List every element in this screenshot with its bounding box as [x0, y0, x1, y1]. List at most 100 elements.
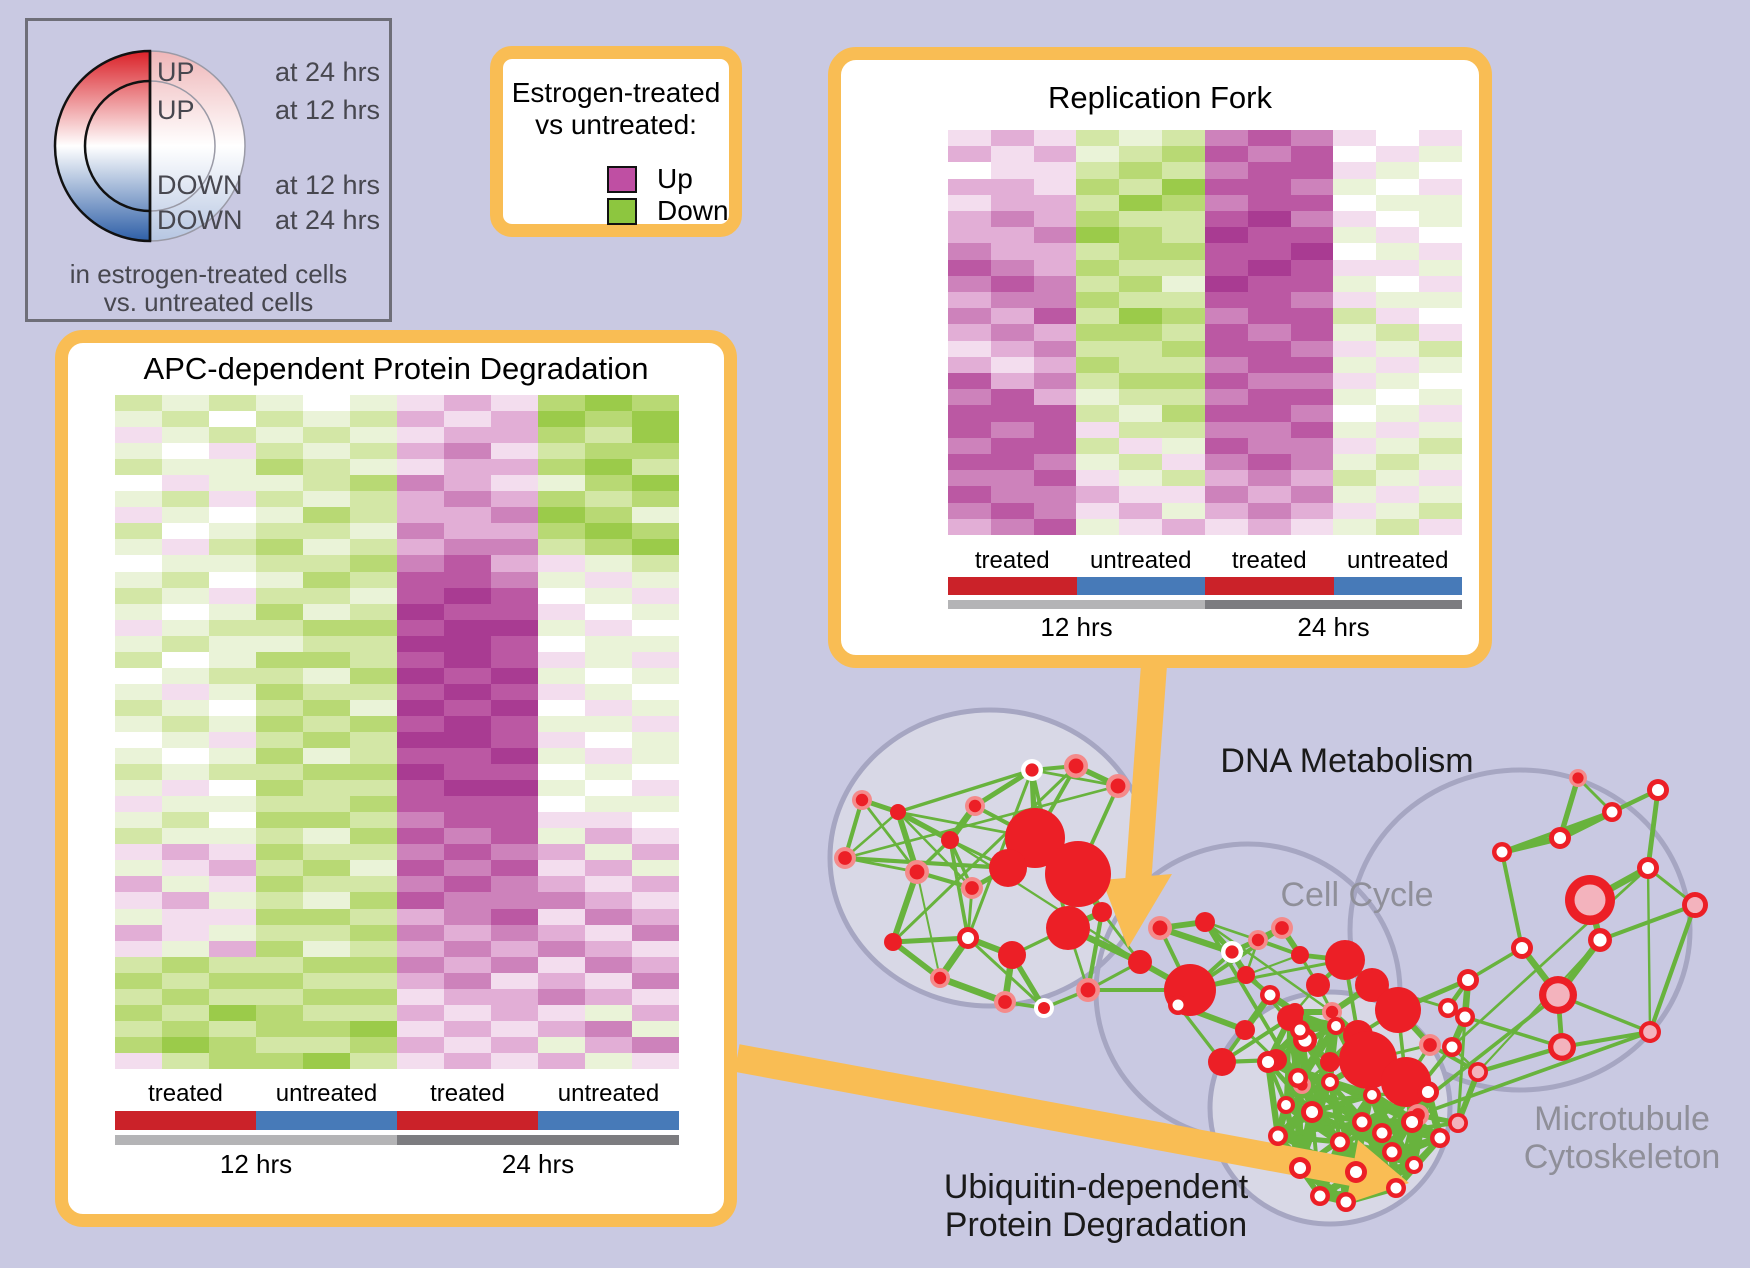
- network-node-w: [1257, 1051, 1279, 1073]
- heatmap-cell: [632, 459, 679, 476]
- network-edge: [936, 974, 1009, 1006]
- condition-group-label: untreated: [275, 1080, 378, 1107]
- heatmap-cell: [209, 395, 256, 412]
- heatmap-cell: [585, 395, 632, 412]
- heatmap-cell: [1376, 308, 1420, 325]
- heatmap-cell: [397, 539, 444, 556]
- heatmap-cell: [632, 587, 679, 604]
- heatmap-cell: [115, 699, 162, 716]
- network-node-p: [1064, 754, 1088, 778]
- cluster-label-microtubule-cytoskeleton: Microtubule: [1534, 1100, 1710, 1138]
- heatmap-cell: [1162, 324, 1205, 341]
- heatmap-cell: [948, 405, 991, 422]
- heatmap-cell: [1033, 389, 1077, 406]
- heatmap-cell: [1247, 389, 1291, 406]
- heatmap-cell: [1333, 178, 1377, 195]
- heatmap-cell: [1204, 292, 1248, 309]
- heatmap-cell: [162, 539, 209, 556]
- heatmap-cell: [1204, 356, 1248, 373]
- heatmap-cell: [1290, 470, 1334, 487]
- cluster-label-cell-cycle: Cell Cycle: [1280, 876, 1433, 914]
- heatmap-cell: [397, 1020, 444, 1037]
- heatmap-cell: [948, 518, 991, 535]
- heatmap-cell: [350, 603, 397, 620]
- heatmap-cell: [491, 699, 538, 716]
- heatmap-cell: [397, 731, 444, 749]
- heatmap-cell: [350, 860, 397, 877]
- network-node-w: [1336, 1192, 1356, 1212]
- heatmap-cell: [990, 356, 1034, 373]
- heatmap-cell: [1076, 470, 1120, 487]
- heatmap-cell: [1247, 130, 1291, 147]
- heatmap-cell: [397, 555, 444, 572]
- time-group-label: 24 hrs: [501, 1149, 575, 1179]
- heatmap-cell: [632, 475, 679, 492]
- heatmap-cell: [1419, 405, 1462, 422]
- heatmap-cell: [303, 683, 350, 700]
- heatmap-cell: [303, 748, 350, 765]
- heatmap-cell: [209, 523, 256, 540]
- heatmap-cell: [1247, 308, 1291, 325]
- heatmap-cell: [585, 764, 632, 781]
- heatmap-cell: [948, 194, 991, 211]
- network-node-P: [1682, 892, 1708, 918]
- heatmap-cell: [115, 427, 162, 444]
- heatmap-cell: [303, 475, 350, 492]
- heatmap-cell: [585, 491, 632, 508]
- heatmap-cell: [538, 603, 585, 620]
- heatmap-cell: [303, 635, 350, 652]
- condition-group-label: treated: [148, 1080, 223, 1107]
- heatmap-cell: [444, 603, 491, 620]
- heatmap-cell: [303, 523, 350, 540]
- heatmap-cell: [491, 1020, 538, 1037]
- heatmap-cell: [444, 924, 491, 941]
- heatmap-cell: [1419, 211, 1462, 228]
- heatmap-cell: [1033, 130, 1077, 147]
- network-node-w: [1430, 1128, 1450, 1148]
- network-node-w: [1455, 1007, 1475, 1027]
- heatmap-cell: [585, 635, 632, 652]
- direction-label: UP: [157, 95, 195, 125]
- network-edge: [1456, 1015, 1467, 1125]
- heatmap-cell: [1033, 340, 1077, 357]
- heatmap-cell: [1247, 502, 1291, 519]
- heatmap-cell: [209, 539, 256, 556]
- heatmap-cell: [1204, 227, 1248, 244]
- heatmap-cell: [632, 828, 679, 845]
- heatmap-cell: [397, 507, 444, 524]
- heatmap-cell: [948, 340, 991, 357]
- heatmap-cell: [256, 940, 303, 957]
- heatmap-cell: [538, 699, 585, 716]
- heatmap-cell: [397, 667, 444, 684]
- heatmap-cell: [303, 764, 350, 781]
- heatmap-cell: [1076, 178, 1120, 195]
- heatmap-cell: [1376, 405, 1420, 422]
- heatmap-cell: [1247, 146, 1291, 163]
- heatmap-cell: [1033, 356, 1077, 373]
- network-node-w: [1301, 1101, 1323, 1123]
- heatmap-cell: [538, 395, 585, 412]
- heatmap-cell: [444, 988, 491, 1005]
- heatmap-cell: [444, 892, 491, 909]
- heatmap-cell: [1119, 518, 1163, 535]
- heatmap-cell: [1376, 292, 1420, 309]
- heatmap-cell: [1033, 421, 1077, 438]
- heatmap-cell: [1290, 194, 1334, 211]
- heatmap-cell: [632, 844, 679, 861]
- heatmap-cell: [990, 502, 1034, 519]
- network-node-w: [1168, 995, 1188, 1015]
- heatmap-cell: [1162, 437, 1205, 454]
- heatmap-cell: [948, 324, 991, 341]
- heatmap-cell: [1376, 227, 1420, 244]
- heatmap-cell: [491, 475, 538, 492]
- heatmap-cell: [1204, 324, 1248, 341]
- heatmap-cell: [990, 130, 1034, 147]
- heatmap-cell: [162, 748, 209, 765]
- heatmap-cell: [303, 1004, 350, 1021]
- heatmap-cell: [538, 667, 585, 684]
- heatmap-cell: [444, 715, 491, 732]
- time-bar-24hrs: [397, 1135, 679, 1145]
- heatmap-cell: [444, 1036, 491, 1053]
- heatmap-cell: [491, 555, 538, 572]
- heatmap-cell: [1247, 194, 1291, 211]
